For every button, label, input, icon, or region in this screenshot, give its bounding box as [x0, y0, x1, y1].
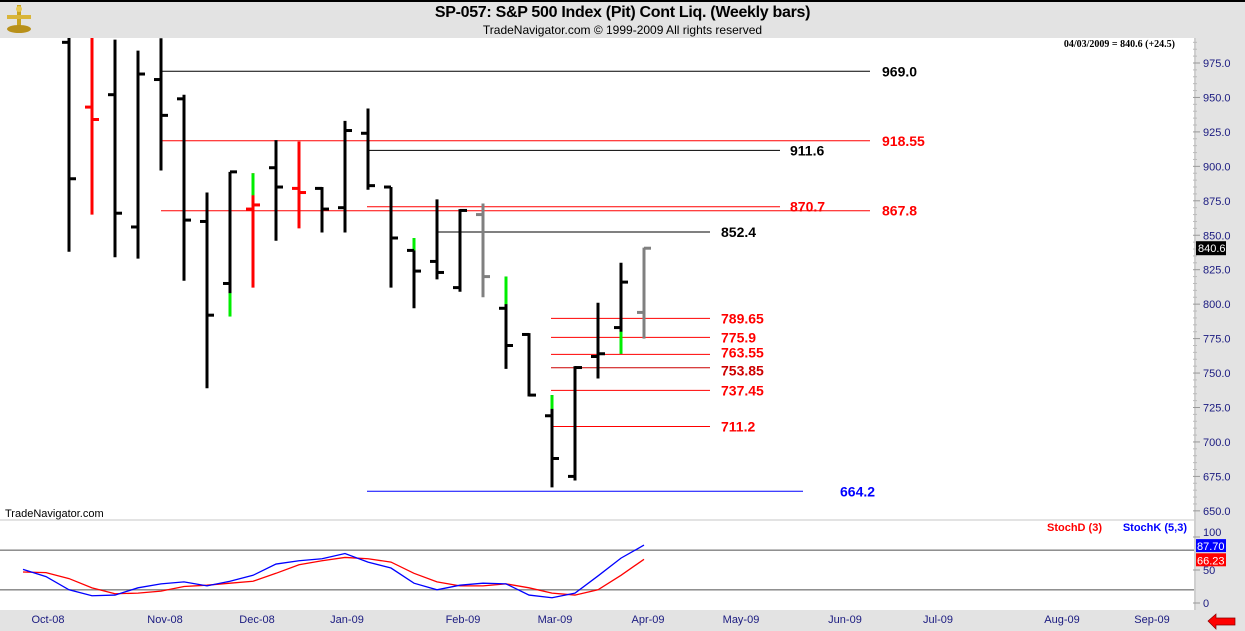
ohlc-bar[interactable] [384, 185, 398, 288]
stoch-value-label: 66.23 [1197, 555, 1225, 567]
date-label: Jan-09 [330, 614, 364, 626]
ohlc-bar[interactable] [453, 208, 467, 292]
stoch-value-label: 87.70 [1197, 541, 1225, 553]
price-tick-label: 875.0 [1203, 196, 1231, 208]
date-label: May-09 [723, 614, 760, 626]
level-label: 918.55 [882, 133, 925, 149]
stoch-tick-label: 0 [1203, 598, 1209, 610]
stoch-tick-label: 100 [1203, 527, 1221, 539]
ohlc-bar[interactable] [338, 120, 352, 233]
price-tick-label: 975.0 [1203, 58, 1231, 70]
ohlc-bar[interactable] [154, 38, 168, 171]
ohlc-bar[interactable] [591, 302, 605, 379]
ohlc-bar[interactable] [177, 94, 191, 281]
level-label: 911.6 [790, 142, 824, 158]
price-tick-label: 725.0 [1203, 403, 1231, 415]
stoch-line-d [22, 556, 645, 596]
ohlc-bar[interactable] [637, 246, 651, 339]
ohlc-bar[interactable] [499, 276, 513, 369]
stochastic-panel[interactable] [0, 521, 1194, 610]
price-tick-label: 825.0 [1203, 265, 1231, 277]
ohlc-bar[interactable] [476, 203, 490, 298]
level-label: 775.9 [721, 329, 756, 345]
date-label: Feb-09 [446, 614, 481, 626]
level-label: 664.2 [840, 483, 875, 499]
level-label: 711.2 [721, 419, 755, 435]
ohlc-bar[interactable] [62, 38, 76, 252]
price-tick-label: 900.0 [1203, 161, 1231, 173]
ohlc-bar[interactable] [361, 108, 375, 190]
ohlc-bar[interactable] [614, 262, 628, 354]
left-arrow-icon[interactable] [1207, 613, 1236, 630]
date-label: Sep-09 [1134, 614, 1169, 626]
date-label: Mar-09 [538, 614, 573, 626]
ohlc-bar[interactable] [200, 192, 214, 389]
level-label: 753.85 [721, 363, 764, 379]
ohlc-bar[interactable] [131, 50, 145, 259]
date-label: Aug-09 [1044, 614, 1079, 626]
date-label: Dec-08 [239, 614, 274, 626]
ohlc-bar[interactable] [315, 186, 329, 233]
legend-stochk: StochK (5,3) [1123, 522, 1188, 534]
level-label: 867.8 [882, 203, 917, 219]
last-quote: 04/03/2009 = 840.6 (+24.5) [1064, 39, 1175, 50]
last-price-marker [1196, 241, 1226, 256]
price-tick-label: 850.0 [1203, 230, 1231, 242]
ohlc-bar[interactable] [407, 238, 421, 309]
ohlc-bar[interactable] [568, 366, 582, 481]
ohlc-bar[interactable] [522, 332, 536, 397]
date-label: Jul-09 [923, 614, 953, 626]
price-tick-label: 700.0 [1203, 437, 1231, 449]
ohlc-bar[interactable] [292, 141, 306, 229]
ohlc-bar[interactable] [223, 170, 237, 317]
price-tick-label: 750.0 [1203, 368, 1231, 380]
ohlc-bar[interactable] [545, 395, 559, 488]
stoch-line-k [22, 544, 645, 599]
ohlc-bar[interactable] [246, 173, 260, 288]
ohlc-bar[interactable] [430, 199, 444, 280]
level-label: 737.45 [721, 382, 764, 398]
legend-stochd: StochD (3) [1047, 522, 1102, 534]
price-tick-label: 675.0 [1203, 471, 1231, 483]
chart-title: SP-057: S&P 500 Index (Pit) Cont Liq. (W… [434, 4, 811, 21]
level-label: 852.4 [721, 224, 756, 240]
watermark-text: TradeNavigator.com [5, 508, 104, 520]
price-panel[interactable] [0, 38, 1194, 519]
date-label: Jun-09 [828, 614, 862, 626]
date-label: Nov-08 [147, 614, 182, 626]
level-label: 969.0 [882, 63, 917, 79]
stoch-value-marker [1196, 539, 1226, 553]
price-tick-label: 650.0 [1203, 506, 1231, 518]
date-label: Apr-09 [631, 614, 664, 626]
level-label: 789.65 [721, 310, 764, 326]
last-price-label: 840.6 [1198, 243, 1226, 255]
trade-navigator-logo-icon [7, 5, 31, 33]
ohlc-bar[interactable] [85, 38, 99, 215]
copyright-subtitle: TradeNavigator.com © 1999-2009 All right… [482, 23, 763, 37]
ohlc-bar[interactable] [108, 39, 122, 258]
price-tick-label: 925.0 [1203, 127, 1231, 139]
level-label: 870.7 [790, 199, 825, 215]
price-tick-label: 800.0 [1203, 299, 1231, 311]
price-tick-label: 775.0 [1203, 334, 1231, 346]
level-label: 763.55 [721, 344, 764, 360]
scroll-left-button[interactable] [1207, 613, 1236, 630]
date-label: Oct-08 [31, 614, 64, 626]
price-tick-label: 950.0 [1203, 92, 1231, 104]
stoch-value-marker [1196, 553, 1226, 567]
stoch-tick-label: 50 [1203, 565, 1215, 577]
ohlc-bar[interactable] [269, 140, 283, 241]
